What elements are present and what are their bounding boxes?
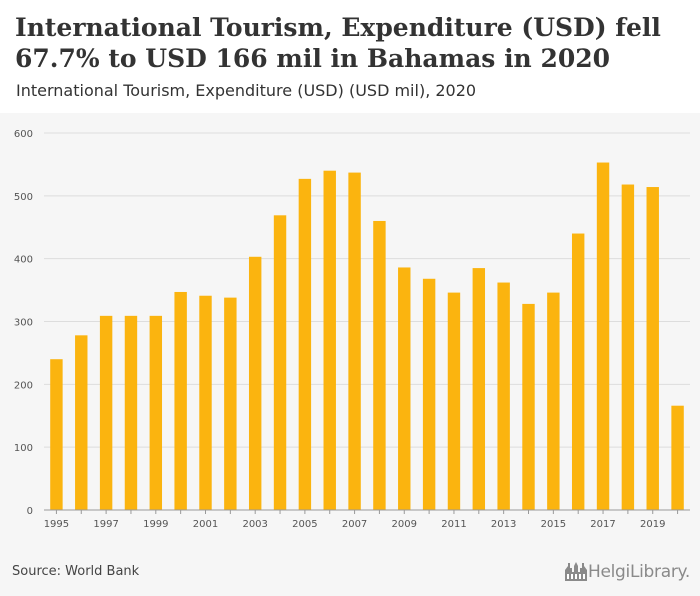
y-tick-label: 0 xyxy=(27,506,33,517)
bars xyxy=(50,162,684,511)
x-tick-label: 2015 xyxy=(541,519,566,530)
y-tick-label: 100 xyxy=(14,443,33,454)
y-tick-label: 400 xyxy=(14,255,33,266)
bar-2015 xyxy=(547,292,560,510)
source-note: Source: World Bank xyxy=(12,564,140,579)
x-tick-label: 2011 xyxy=(441,519,466,530)
header: International Tourism, Expenditure (USD)… xyxy=(0,0,700,113)
x-tick-label: 2009 xyxy=(392,519,417,530)
bar-1995 xyxy=(50,359,63,510)
helgi-library-logo: HelgiLibrary. xyxy=(564,560,690,582)
x-tick-label: 2007 xyxy=(342,519,367,530)
y-tick-label: 600 xyxy=(14,129,33,140)
bar-2008 xyxy=(373,220,386,510)
logo-text: HelgiLibrary. xyxy=(587,562,690,582)
gridlines xyxy=(44,132,690,448)
bar-1999 xyxy=(149,315,163,510)
bar-2007 xyxy=(348,172,361,510)
x-tick-label: 1997 xyxy=(93,519,118,530)
bar-2003 xyxy=(248,256,262,510)
bar-2004 xyxy=(273,215,287,510)
axes: 0 100 200 300 400 500 600 1995 1997 1999 2001 2003 2… xyxy=(14,129,690,530)
x-tick-label: 2017 xyxy=(590,519,615,530)
bar-1996 xyxy=(75,335,88,510)
chart-title: International Tourism, Expenditure (USD)… xyxy=(15,13,661,73)
x-tick-label: 2013 xyxy=(491,519,516,530)
bar-2013 xyxy=(497,282,510,510)
x-tick-label: 1995 xyxy=(44,519,69,530)
x-tick-label: 2001 xyxy=(193,519,218,530)
bar-2020 xyxy=(671,405,684,510)
bar-2017 xyxy=(596,162,610,510)
bar-2005 xyxy=(298,178,312,510)
bar-2019 xyxy=(646,187,659,510)
bar-2009 xyxy=(398,267,411,510)
library-building-icon xyxy=(564,562,587,581)
bar-2000 xyxy=(174,291,187,510)
bar-2014 xyxy=(522,303,535,510)
bar-2002 xyxy=(224,297,237,510)
bar-chart: 0 100 200 300 400 500 600 1995 1997 1999 2001 2003 2… xyxy=(14,129,690,530)
bar-2016 xyxy=(571,233,585,510)
bar-1997 xyxy=(99,315,113,510)
x-tick-label: 2003 xyxy=(242,519,267,530)
bar-2011 xyxy=(447,292,461,510)
y-tick-label: 300 xyxy=(14,318,33,329)
x-tick-label: 2019 xyxy=(640,519,665,530)
y-tick-label: 200 xyxy=(14,380,33,391)
x-tick-label: 2005 xyxy=(292,519,317,530)
bar-2006 xyxy=(323,170,336,510)
bar-2012 xyxy=(472,268,486,510)
x-tick-label: 1999 xyxy=(143,519,168,530)
bar-2001 xyxy=(199,295,212,510)
chart-subtitle: International Tourism, Expenditure (USD)… xyxy=(16,81,477,100)
y-tick-label: 500 xyxy=(14,192,33,203)
bar-2010 xyxy=(422,278,436,510)
bar-1998 xyxy=(124,315,138,510)
bar-2018 xyxy=(621,184,635,511)
